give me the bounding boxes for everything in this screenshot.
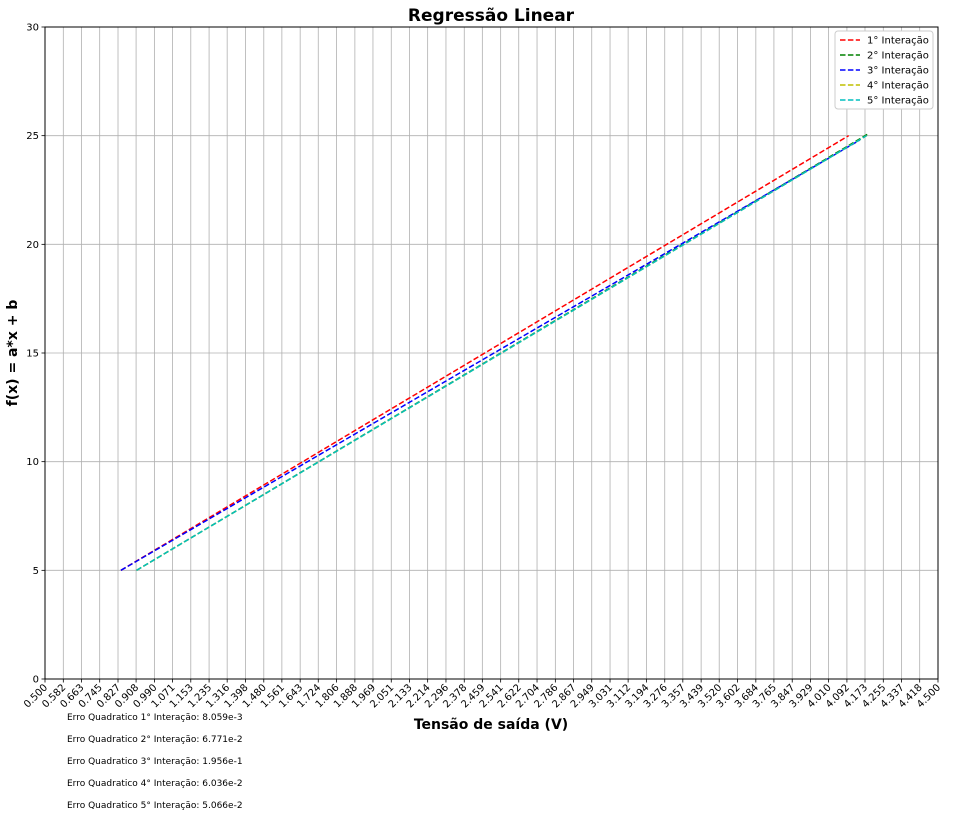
error-item: Erro Quadratico 1° Interação: 8.059e-3 (67, 713, 243, 723)
legend-label-4: 4° Interação (867, 81, 929, 92)
y-tick-label: 20 (26, 240, 39, 251)
series-line-1 (120, 135, 850, 571)
y-tick-label: 0 (33, 675, 39, 686)
chart-title: Regressão Linear (408, 6, 575, 26)
legend-label-5: 5° Interação (867, 96, 929, 107)
error-list: Erro Quadratico 1° Interação: 8.059e-3 E… (67, 713, 243, 823)
series-line-5 (136, 135, 867, 571)
y-axis-ticks: 0 5 10 15 20 25 30 (26, 23, 45, 686)
legend: 1° Interação 2° Interação 3° Interação 4° I… (834, 30, 934, 110)
y-tick-label: 30 (26, 23, 39, 34)
grid-lines (44, 26, 939, 680)
y-tick-label: 10 (26, 457, 39, 468)
x-axis-ticks: 0.5000.5820.6630.7450.8270.9080.9901.071… (22, 679, 943, 710)
x-axis-label: Tensão de saída (V) (414, 717, 568, 733)
legend-label-1: 1° Interação (867, 36, 929, 47)
y-tick-label: 15 (26, 349, 39, 360)
series-lines (120, 132, 870, 571)
legend-label-2: 2° Interação (867, 51, 929, 62)
legend-box (834, 30, 934, 110)
y-tick-label: 25 (26, 131, 39, 142)
y-tick-label: 5 (33, 566, 39, 577)
series-line-3 (120, 139, 861, 571)
error-item: Erro Quadratico 2° Interação: 6.771e-2 (67, 735, 243, 745)
error-item: Erro Quadratico 4° Interação: 6.036e-2 (67, 779, 243, 789)
y-axis-label: f(x) = a*x + b (5, 300, 21, 407)
legend-label-3: 3° Interação (867, 66, 929, 77)
error-item: Erro Quadratico 5° Interação: 5.066e-2 (67, 801, 243, 811)
error-item: Erro Quadratico 3° Interação: 1.956e-1 (67, 757, 243, 767)
